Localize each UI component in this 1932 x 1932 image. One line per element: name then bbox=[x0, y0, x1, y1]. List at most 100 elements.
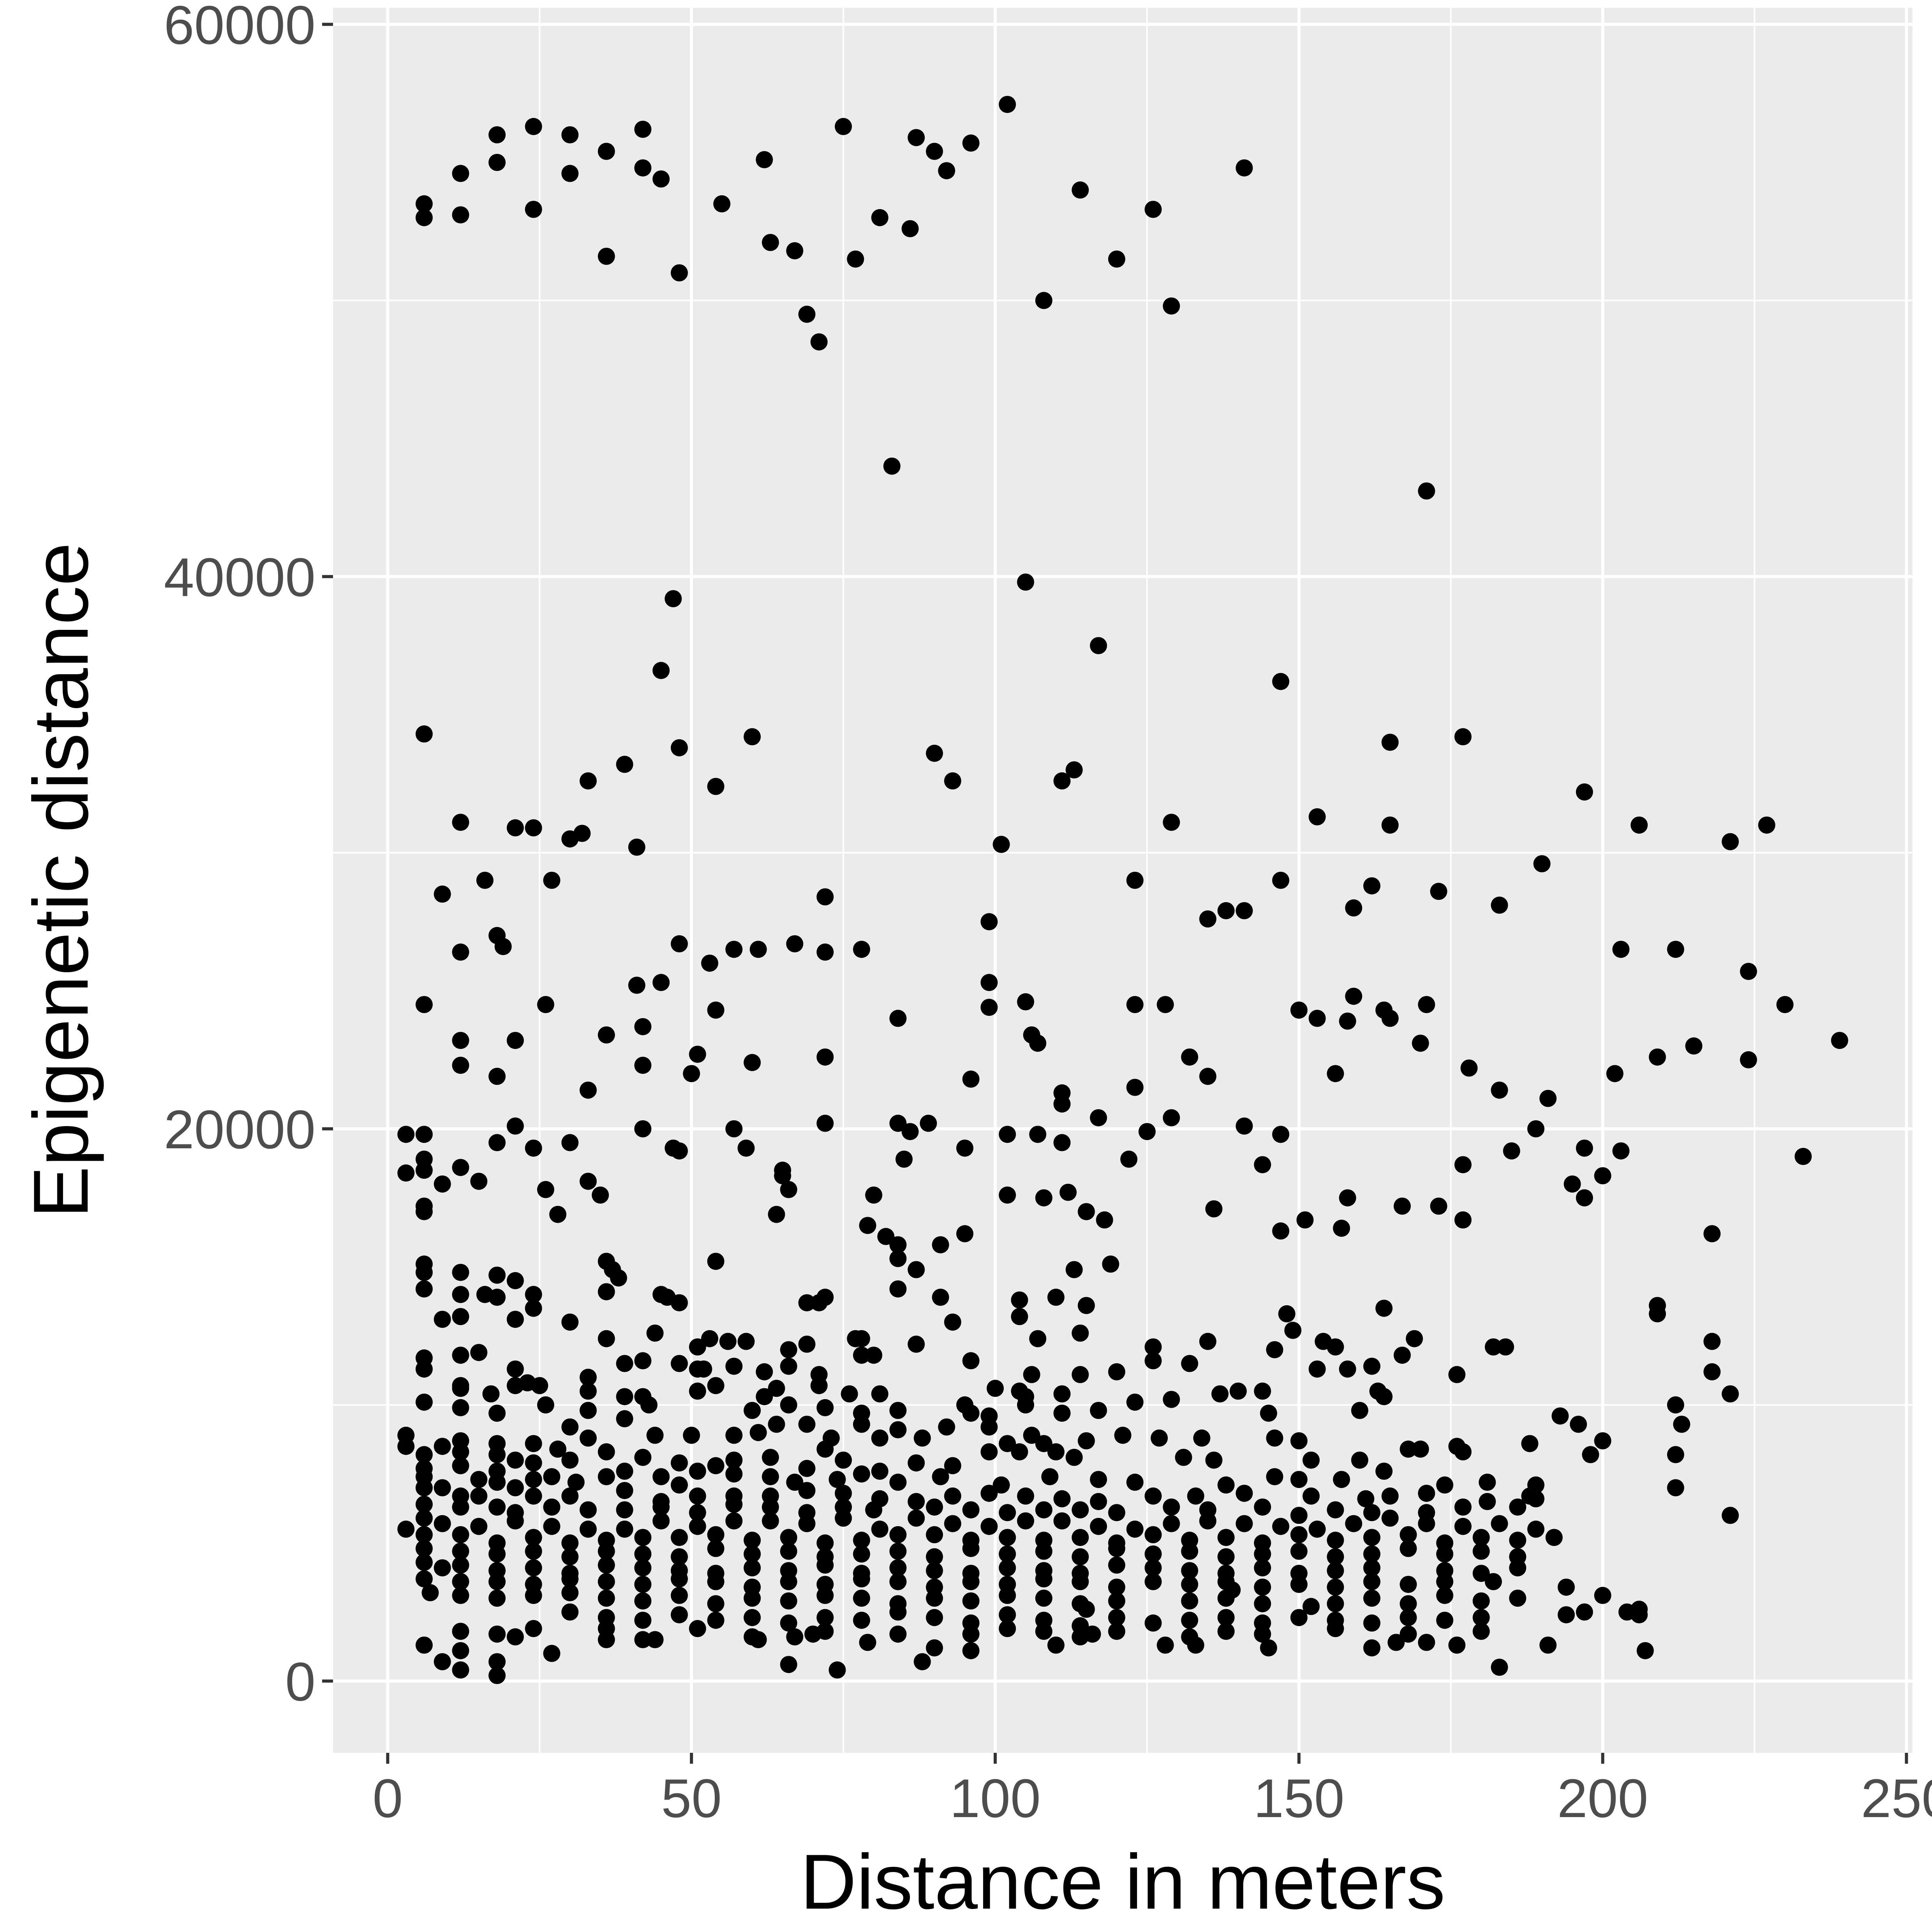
data-point bbox=[816, 1399, 834, 1416]
data-point bbox=[707, 1253, 724, 1270]
data-point bbox=[798, 1482, 816, 1499]
data-point bbox=[1163, 1498, 1180, 1516]
data-point bbox=[835, 1451, 852, 1469]
data-point bbox=[671, 1476, 688, 1494]
data-point bbox=[488, 1625, 506, 1643]
data-point bbox=[1266, 1341, 1283, 1359]
data-point bbox=[561, 830, 579, 848]
data-point bbox=[1381, 816, 1399, 834]
data-point bbox=[908, 1335, 925, 1353]
data-point bbox=[816, 1557, 834, 1574]
data-point bbox=[494, 938, 512, 955]
data-point bbox=[1308, 1010, 1326, 1027]
data-point bbox=[1144, 1573, 1162, 1590]
data-point bbox=[1126, 1520, 1144, 1538]
data-point bbox=[944, 1457, 961, 1474]
data-point bbox=[561, 1313, 579, 1331]
data-point bbox=[652, 1512, 670, 1530]
data-point bbox=[488, 1590, 506, 1607]
data-point bbox=[1303, 1487, 1320, 1505]
data-point bbox=[1108, 1363, 1125, 1380]
data-point bbox=[956, 1139, 973, 1157]
data-point bbox=[725, 1451, 743, 1469]
data-point bbox=[549, 1206, 567, 1223]
data-point bbox=[865, 1347, 883, 1364]
data-point bbox=[397, 1438, 415, 1455]
data-point bbox=[1047, 1443, 1065, 1461]
data-point bbox=[737, 1333, 755, 1350]
data-point bbox=[1454, 1518, 1472, 1535]
data-point bbox=[913, 1653, 931, 1671]
data-point bbox=[889, 1010, 907, 1027]
data-point bbox=[1363, 1504, 1380, 1521]
data-point bbox=[1017, 1396, 1034, 1414]
data-point bbox=[725, 1120, 743, 1137]
data-point bbox=[488, 1667, 506, 1684]
data-point bbox=[604, 1261, 621, 1278]
data-point bbox=[1260, 1405, 1277, 1422]
data-point bbox=[1521, 1435, 1539, 1453]
data-point bbox=[889, 1559, 907, 1577]
data-point bbox=[525, 1139, 542, 1157]
data-point bbox=[1108, 1540, 1125, 1557]
data-point bbox=[816, 1114, 834, 1132]
data-point bbox=[506, 1032, 524, 1049]
data-point bbox=[1017, 1512, 1034, 1530]
data-point bbox=[962, 1540, 980, 1557]
data-point bbox=[1144, 1487, 1162, 1505]
data-point bbox=[415, 1203, 433, 1220]
data-point bbox=[689, 1487, 706, 1505]
data-point bbox=[889, 1603, 907, 1621]
data-point bbox=[725, 941, 743, 958]
data-point bbox=[1199, 1512, 1216, 1530]
y-tick-label: 0 bbox=[285, 1651, 316, 1712]
data-point bbox=[1363, 1639, 1380, 1657]
data-point bbox=[561, 1418, 579, 1436]
data-point bbox=[707, 1377, 724, 1394]
data-point bbox=[488, 1289, 506, 1306]
data-point bbox=[1594, 1586, 1611, 1604]
data-point bbox=[549, 1440, 567, 1458]
data-point bbox=[707, 1526, 724, 1543]
data-point bbox=[634, 1529, 652, 1546]
data-point bbox=[707, 1457, 724, 1474]
data-point bbox=[1418, 1634, 1435, 1651]
data-point bbox=[992, 836, 1010, 853]
data-point bbox=[1144, 1338, 1162, 1356]
data-point bbox=[1357, 1490, 1375, 1507]
data-point bbox=[525, 1454, 542, 1472]
data-point bbox=[671, 1355, 688, 1372]
data-point bbox=[1436, 1573, 1454, 1590]
data-point bbox=[926, 143, 943, 160]
data-point bbox=[871, 1463, 888, 1480]
data-point bbox=[634, 1056, 652, 1074]
data-point bbox=[1631, 816, 1648, 834]
data-point bbox=[962, 1070, 980, 1088]
data-point bbox=[482, 1385, 500, 1403]
data-point bbox=[1381, 1509, 1399, 1527]
data-point bbox=[1479, 1493, 1496, 1510]
data-point bbox=[1497, 1338, 1514, 1356]
data-point bbox=[1509, 1559, 1527, 1577]
data-point bbox=[883, 457, 901, 475]
data-point bbox=[1144, 1352, 1162, 1370]
data-point bbox=[598, 1573, 615, 1590]
data-point bbox=[598, 1631, 615, 1648]
data-point bbox=[774, 1167, 791, 1185]
data-point bbox=[415, 1360, 433, 1378]
data-point bbox=[962, 134, 980, 152]
data-point bbox=[452, 1498, 469, 1516]
data-point bbox=[671, 1606, 688, 1624]
data-point bbox=[397, 1126, 415, 1143]
data-point bbox=[488, 1405, 506, 1422]
data-point bbox=[877, 1228, 895, 1245]
data-point bbox=[452, 1286, 469, 1303]
data-point bbox=[938, 1418, 955, 1436]
data-point bbox=[1102, 1255, 1119, 1273]
data-point bbox=[1400, 1526, 1417, 1543]
data-point bbox=[1290, 1507, 1308, 1524]
data-point bbox=[598, 1590, 615, 1607]
data-point bbox=[488, 1573, 506, 1590]
data-point bbox=[537, 1396, 554, 1414]
data-point bbox=[859, 1634, 876, 1651]
